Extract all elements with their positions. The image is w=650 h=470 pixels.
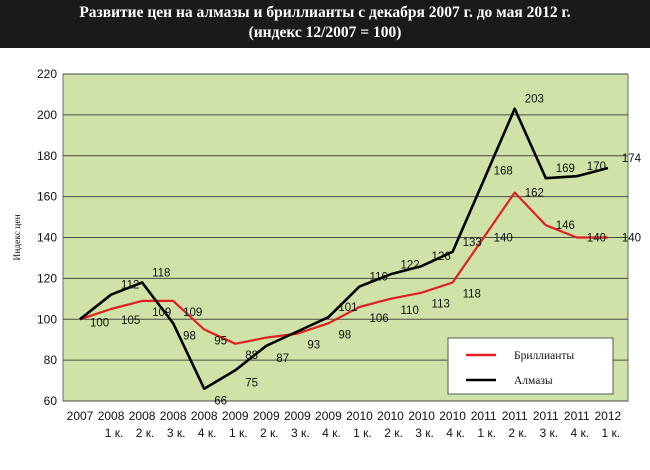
y-tick-label: 200 bbox=[37, 108, 57, 122]
x-tick-quarter: 2 к. bbox=[384, 426, 403, 440]
data-label: 122 bbox=[401, 259, 420, 271]
data-label: 109 bbox=[183, 307, 202, 319]
x-tick-year: 2010 bbox=[408, 409, 435, 423]
data-label: 98 bbox=[338, 329, 351, 341]
data-label: 66 bbox=[214, 396, 227, 408]
data-label: 140 bbox=[587, 233, 606, 245]
data-label: 87 bbox=[276, 353, 289, 365]
data-label: 112 bbox=[121, 280, 139, 292]
x-tick-year: 2007 bbox=[67, 409, 94, 423]
x-tick-quarter: 1 к. bbox=[602, 426, 621, 440]
x-tick-year: 2009 bbox=[315, 409, 342, 423]
series-line-rough-diamonds bbox=[79, 107, 609, 390]
data-label: 109 bbox=[152, 307, 171, 319]
data-label: 168 bbox=[494, 165, 513, 177]
x-tick-year: 2010 bbox=[377, 409, 404, 423]
data-label: 110 bbox=[401, 305, 419, 317]
x-tick-year: 2011 bbox=[533, 409, 559, 423]
data-label: 113 bbox=[432, 299, 450, 311]
x-tick-quarter: 4 к. bbox=[322, 426, 341, 440]
chart-subtitle: (индекс 12/2007 = 100) bbox=[248, 24, 402, 41]
x-tick-quarter: 2 к. bbox=[508, 426, 527, 440]
data-label: 174 bbox=[622, 153, 642, 165]
data-label: 105 bbox=[121, 315, 140, 327]
data-label: 118 bbox=[463, 288, 481, 300]
data-label: 162 bbox=[525, 188, 544, 200]
x-tick-year: 2011 bbox=[471, 409, 497, 423]
x-tick-quarter: 3 к. bbox=[415, 426, 434, 440]
x-tick-quarter: 4 к. bbox=[571, 426, 590, 440]
x-tick-quarter: 3 к. bbox=[291, 426, 310, 440]
x-tick-year: 2008 bbox=[98, 409, 125, 423]
data-label: 75 bbox=[245, 377, 258, 389]
data-label: 95 bbox=[214, 335, 227, 347]
data-label: 106 bbox=[369, 313, 388, 325]
data-label: 203 bbox=[525, 94, 544, 106]
x-tick-year: 2010 bbox=[346, 409, 373, 423]
y-tick-label: 80 bbox=[44, 353, 58, 367]
y-tick-label: 60 bbox=[44, 394, 58, 408]
x-tick-quarter: 4 к. bbox=[446, 426, 465, 440]
x-tick-quarter: 3 к. bbox=[539, 426, 558, 440]
x-tick-quarter: 4 к. bbox=[198, 426, 217, 440]
x-tick-quarter: 2 к. bbox=[260, 426, 279, 440]
x-tick-quarter: 1 к. bbox=[353, 426, 372, 440]
x-tick-year: 2011 bbox=[502, 409, 528, 423]
y-tick-label: 120 bbox=[37, 271, 57, 285]
chart-title: Развитие цен на алмазы и бриллианты с де… bbox=[79, 4, 571, 21]
data-label: 116 bbox=[369, 272, 387, 284]
data-label: 170 bbox=[587, 161, 606, 173]
y-tick-label: 160 bbox=[37, 190, 57, 204]
x-tick-year: 2012 bbox=[594, 409, 621, 423]
x-tick-year: 2010 bbox=[439, 409, 466, 423]
data-label: 98 bbox=[183, 330, 196, 342]
data-label: 126 bbox=[432, 251, 451, 263]
x-tick-quarter: 2 к. bbox=[136, 426, 155, 440]
legend-box bbox=[447, 337, 614, 395]
data-label: 88 bbox=[245, 350, 258, 362]
data-label: 133 bbox=[463, 237, 482, 249]
y-tick-label: 180 bbox=[37, 149, 57, 163]
data-label: 93 bbox=[307, 340, 320, 352]
x-tick-year: 2011 bbox=[564, 409, 590, 423]
x-tick-year: 2008 bbox=[129, 409, 156, 423]
data-label: 169 bbox=[556, 163, 575, 175]
x-tick-quarter: 1 к. bbox=[229, 426, 248, 440]
data-label: 140 bbox=[494, 233, 513, 245]
x-tick-quarter: 3 к. bbox=[167, 426, 186, 440]
x-tick-year: 2008 bbox=[191, 409, 218, 423]
data-label: 140 bbox=[622, 233, 641, 245]
x-tick-year: 2009 bbox=[284, 409, 311, 423]
data-label: 101 bbox=[338, 302, 357, 314]
y-axis-label: Индекс цен bbox=[13, 214, 23, 260]
legend-label: Бриллианты bbox=[514, 350, 574, 362]
x-tick-year: 2009 bbox=[222, 409, 249, 423]
chart-title-bar: Развитие цен на алмазы и бриллианты с де… bbox=[0, 0, 650, 48]
x-tick-year: 2009 bbox=[253, 409, 280, 423]
data-label: 100 bbox=[90, 317, 109, 329]
x-tick-quarter: 1 к. bbox=[477, 426, 496, 440]
x-tick-quarter: 1 к. bbox=[105, 426, 124, 440]
data-label: 146 bbox=[556, 220, 575, 232]
y-tick-label: 140 bbox=[37, 231, 57, 245]
x-tick-year: 2008 bbox=[160, 409, 187, 423]
series-line-cut-diamonds bbox=[79, 191, 608, 345]
legend-label: Алмазы bbox=[514, 375, 553, 387]
y-tick-label: 220 bbox=[37, 67, 57, 81]
data-label: 118 bbox=[152, 267, 170, 279]
y-tick-label: 100 bbox=[37, 312, 57, 326]
